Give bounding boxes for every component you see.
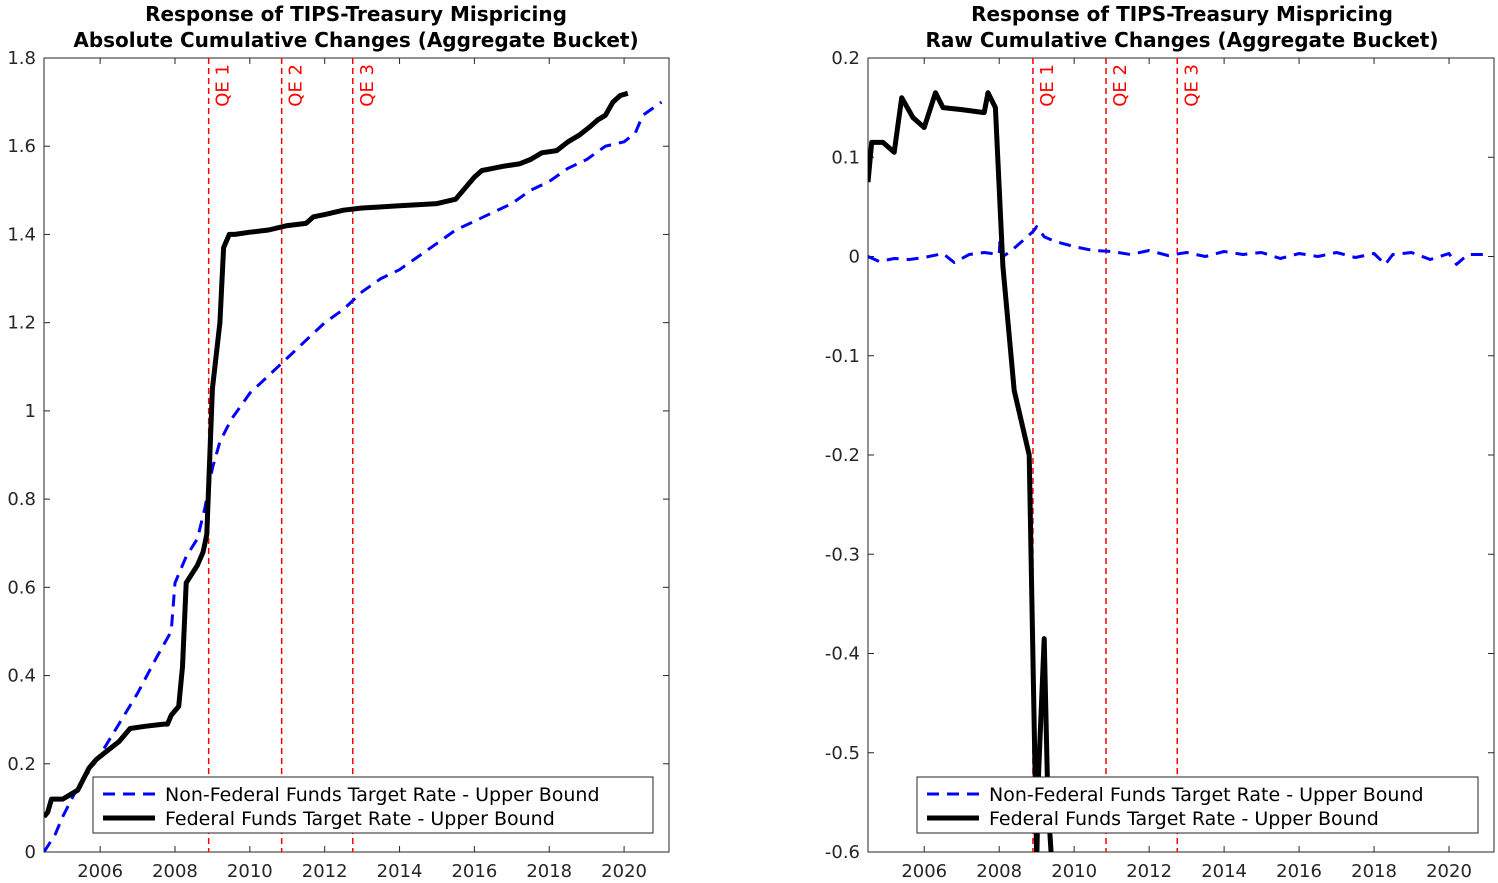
left-y-tick-label: 1.2 [7,313,36,334]
right-series-non-federal-funds-line [868,220,1487,266]
right-y-tick-label: 0.1 [831,147,860,168]
right-y-tick-label: -0.5 [825,743,860,764]
left-x-tick-label: 2020 [601,861,647,882]
right-chart-panel: Response of TIPS-Treasury Mispricing Raw… [825,2,1495,882]
right-y-tick-label: -0.1 [825,346,860,367]
right-legend-box [916,776,1479,834]
left-event-label-qe3: QE 3 [357,64,378,107]
left-legend-label-1: Federal Funds Target Rate - Upper Bound [165,808,555,830]
left-x-tick-label: 2006 [77,861,123,882]
left-y-tick-label: 0.6 [7,577,36,598]
left-x-tick-label: 2014 [377,861,423,882]
right-y-tick-label: -0.3 [825,544,860,565]
right-y-tick-label: 0 [849,247,860,268]
right-chart-title-line-2: Raw Cumulative Changes (Aggregate Bucket… [925,28,1438,52]
left-y-tick-label: 1 [25,401,36,422]
left-x-tick-label: 2018 [526,861,572,882]
right-x-tick-label: 2020 [1426,861,1472,882]
left-series-federal-funds-line [44,90,629,819]
left-y-tick-label: 0.4 [7,666,36,687]
right-axes-box [867,57,1495,853]
left-y-tick-label: 0.8 [7,489,36,510]
right-event-label-qe3: QE 3 [1181,64,1202,107]
left-axes-box [43,57,670,853]
right-chart-title-line-1: Response of TIPS-Treasury Mispricing [971,2,1393,26]
right-x-tick-label: 2014 [1201,861,1247,882]
left-legend: Non-Federal Funds Target Rate - Upper Bo… [92,776,654,834]
right-x-tick-label: 2008 [976,861,1022,882]
right-x-tick-label: 2018 [1351,861,1397,882]
right-x-tick-label: 2012 [1126,861,1172,882]
left-chart-title-line-1: Response of TIPS-Treasury Mispricing [145,2,567,26]
right-x-tick-label: 2016 [1276,861,1322,882]
left-x-tick-label: 2008 [152,861,198,882]
left-legend-label-0: Non-Federal Funds Target Rate - Upper Bo… [165,784,600,806]
left-x-tick-label: 2016 [451,861,497,882]
left-x-tick-label: 2010 [227,861,273,882]
right-event-label-qe2: QE 2 [1110,64,1131,107]
left-y-tick-label: 1.6 [7,136,36,157]
right-y-tick-label: -0.4 [825,644,860,665]
left-legend-box [92,776,654,834]
left-y-tick-label: 0 [25,842,36,863]
left-y-tick-label: 0.2 [7,754,36,775]
left-event-label-qe1: QE 1 [213,64,234,107]
right-x-tick-label: 2006 [901,861,947,882]
left-x-tick-label: 2012 [302,861,348,882]
right-y-tick-label: -0.6 [825,842,860,863]
right-legend-label-1: Federal Funds Target Rate - Upper Bound [989,808,1379,830]
right-event-label-qe1: QE 1 [1037,64,1058,107]
right-y-tick-label: 0.2 [831,48,860,69]
left-event-label-qe2: QE 2 [286,64,307,107]
left-chart-panel: Response of TIPS-Treasury Mispricing Abs… [7,2,670,882]
left-series-non-federal-funds-line [44,100,663,852]
left-chart-title-line-2: Absolute Cumulative Changes (Aggregate B… [73,28,638,52]
right-series-federal-funds-line [868,90,1054,852]
left-y-tick-label: 1.8 [7,48,36,69]
left-plot-area [44,90,663,852]
left-y-tick-label: 1.4 [7,224,36,245]
right-x-tick-label: 2010 [1051,861,1097,882]
right-legend-label-0: Non-Federal Funds Target Rate - Upper Bo… [989,784,1424,806]
right-y-tick-label: -0.2 [825,445,860,466]
right-legend: Non-Federal Funds Target Rate - Upper Bo… [916,776,1479,834]
